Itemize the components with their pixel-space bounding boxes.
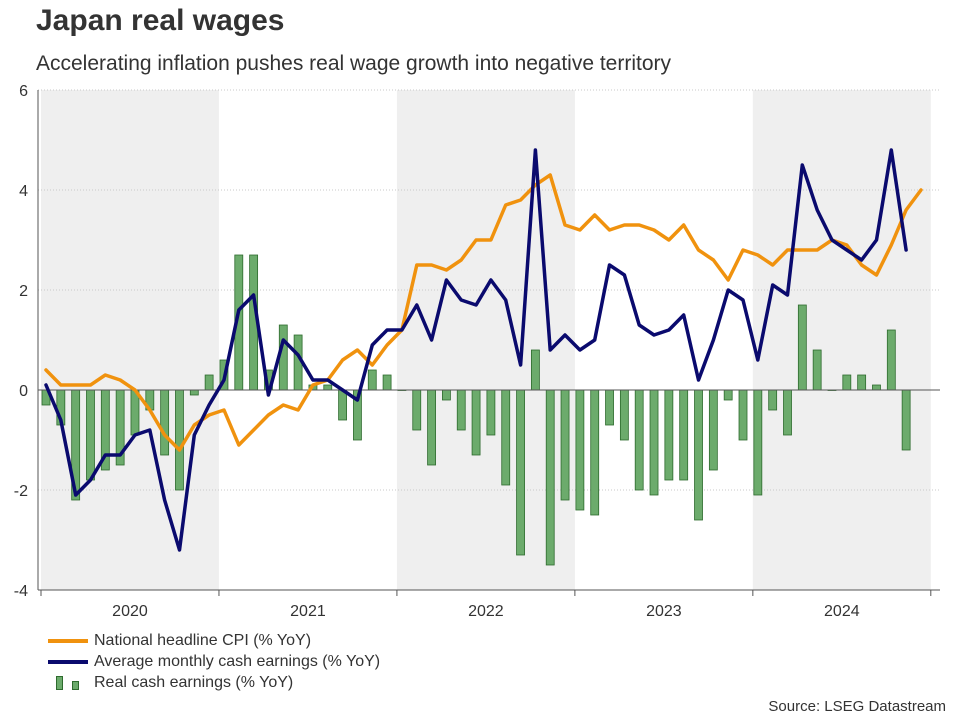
legend-label-real: Real cash earnings (% YoY) xyxy=(94,673,294,691)
legend: National headline CPI (% YoY) Average mo… xyxy=(48,630,380,693)
legend-item-earnings: Average monthly cash earnings (% YoY) xyxy=(48,651,380,672)
legend-swatch-cpi xyxy=(48,638,88,643)
bar-real-45 xyxy=(708,389,718,471)
bar-real-23 xyxy=(382,374,392,391)
chart-subtitle: Accelerating inflation pushes real wage … xyxy=(36,52,672,75)
bar-real-29 xyxy=(471,389,481,456)
bar-real-40 xyxy=(634,389,644,491)
bar-real-51 xyxy=(797,304,807,391)
bar-real-55 xyxy=(857,374,867,391)
y-tick-label--2: -2 xyxy=(14,483,28,500)
bar-real-50 xyxy=(783,389,792,436)
bar-real-48 xyxy=(753,389,763,496)
y-tick-label-0: 0 xyxy=(19,383,28,400)
x-tick-label-2023: 2023 xyxy=(646,603,682,620)
bar-real-38 xyxy=(605,389,614,426)
x-tick-label-2020: 2020 xyxy=(112,603,148,620)
source-note: Source: LSEG Datastream xyxy=(768,698,946,715)
bar-real-56 xyxy=(872,384,881,391)
bar-real-46 xyxy=(723,389,733,401)
legend-swatch-earnings xyxy=(48,659,88,664)
year-shading-bands xyxy=(41,90,931,590)
bar-real-58 xyxy=(901,389,911,451)
bar-real-10 xyxy=(189,389,199,396)
bar-real-30 xyxy=(486,389,496,436)
bar-real-57 xyxy=(886,329,896,391)
bar-real-36 xyxy=(575,389,585,511)
bar-real-26 xyxy=(427,389,436,466)
bar-real-35 xyxy=(560,389,570,501)
bar-real-52 xyxy=(812,349,822,391)
bar-real-49 xyxy=(768,389,778,411)
line-cpi xyxy=(44,173,923,452)
bar-real-9 xyxy=(175,389,184,491)
x-tick-label-2022: 2022 xyxy=(468,603,504,620)
bar-real-33 xyxy=(530,349,540,391)
bar-real-31 xyxy=(501,389,511,486)
y-tick-label--4: -4 xyxy=(14,583,28,600)
bar-real-37 xyxy=(590,389,600,516)
y-tick-label-6: 6 xyxy=(19,83,28,100)
chart-title: Japan real wages xyxy=(36,4,285,37)
x-tick-label-2021: 2021 xyxy=(290,603,326,620)
legend-label-cpi: National headline CPI (% YoY) xyxy=(94,631,312,649)
bar-real-16 xyxy=(278,324,288,391)
legend-item-cpi: National headline CPI (% YoY) xyxy=(48,630,380,651)
bar-real-28 xyxy=(456,389,466,431)
bar-real-6 xyxy=(130,389,140,436)
bar-real-27 xyxy=(442,389,451,401)
bar-real-20 xyxy=(338,389,348,421)
bar-real-43 xyxy=(679,389,689,481)
bar-real-19 xyxy=(323,384,333,391)
legend-item-real: Real cash earnings (% YoY) xyxy=(48,672,380,693)
y-tick-label-4: 4 xyxy=(19,183,28,200)
bar-real-34 xyxy=(545,389,555,566)
bar-real-39 xyxy=(619,389,629,441)
bar-real-41 xyxy=(649,389,659,496)
line-earnings xyxy=(44,148,908,552)
year-band-2024 xyxy=(752,90,931,590)
real-earnings-bars xyxy=(41,254,911,566)
legend-label-earnings: Average monthly cash earnings (% YoY) xyxy=(94,652,381,670)
bar-real-54 xyxy=(842,374,852,391)
legend-swatch-real xyxy=(48,675,88,690)
year-band-2022 xyxy=(396,90,575,590)
bar-real-8 xyxy=(160,389,170,456)
bar-real-11 xyxy=(204,374,214,391)
series-lines xyxy=(44,148,923,552)
bar-real-22 xyxy=(367,369,377,391)
axes: -4 -2 0 2 4 6 2020 2021 2022 2023 2024 xyxy=(14,83,940,620)
year-band-2020 xyxy=(41,90,219,590)
bar-real-44 xyxy=(694,389,703,521)
bar-real-3 xyxy=(86,389,95,481)
bar-real-32 xyxy=(516,389,525,556)
bar-real-42 xyxy=(664,389,674,481)
bar-real-25 xyxy=(412,389,422,431)
x-tick-label-2024: 2024 xyxy=(824,603,860,620)
y-tick-label-2: 2 xyxy=(19,283,28,300)
bar-real-47 xyxy=(738,389,748,441)
